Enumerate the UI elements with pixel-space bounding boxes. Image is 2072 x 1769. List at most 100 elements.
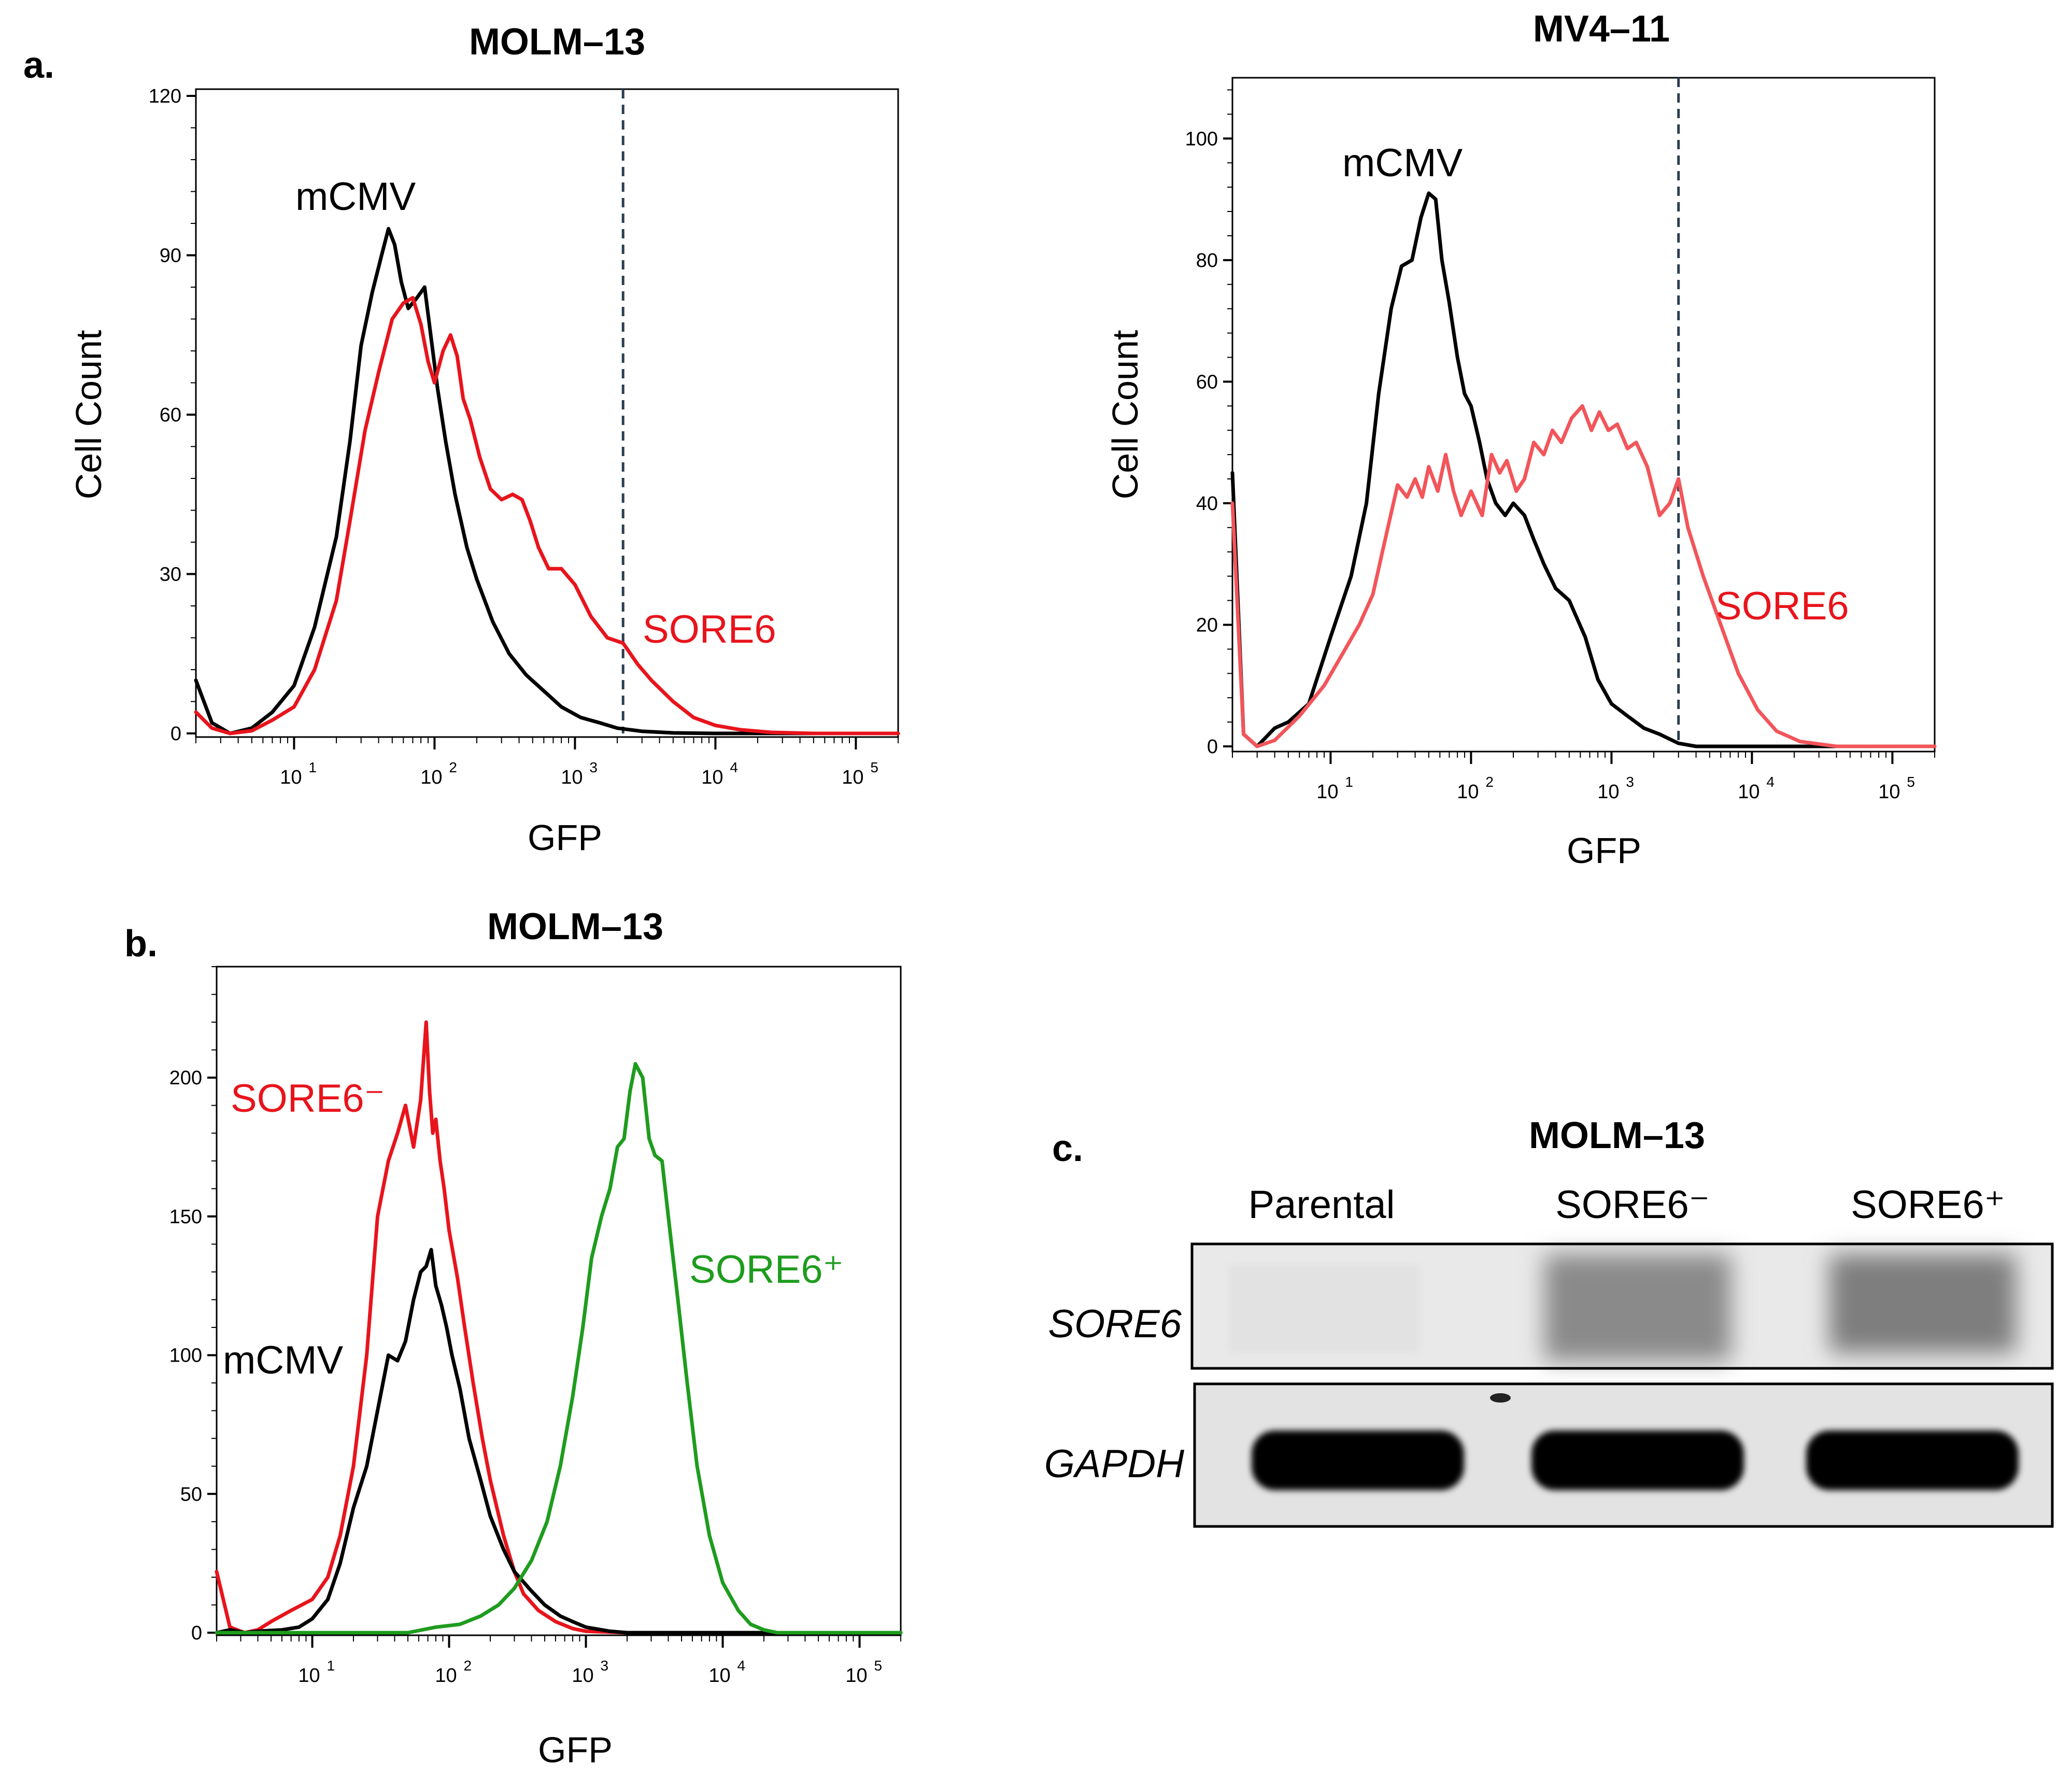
chart-a-left-xlabel: GFP	[528, 817, 602, 858]
x-tick-label: 10	[842, 767, 863, 788]
series-line-1	[215, 1248, 903, 1635]
gel-gapdh-border	[1193, 1382, 2054, 1528]
gel-sore6-band-sore6-neg	[1544, 1254, 1731, 1361]
series-line-1	[194, 296, 900, 735]
gel-lane-label-parental: Parental	[1248, 1183, 1395, 1227]
chart-a-right-sore6-label: SORE6	[1715, 584, 1849, 628]
y-tick-label: 90	[160, 245, 181, 267]
chart-a-right-ylabel: Cell Count	[1105, 330, 1145, 500]
gel-sore6-band-sore6-pos	[1829, 1254, 2016, 1353]
panel-a-right: MV4–11 0 20 40 60 80 100 10 1 10 2 10 3 10 4 10 5 mCMV…	[1105, 8, 1937, 871]
y-tick-label: 0	[171, 723, 181, 745]
chart-a-left-series	[194, 227, 900, 735]
x-tick-exponent: 5	[870, 759, 878, 775]
chart-b-title: MOLM–13	[487, 906, 663, 947]
chart-b-series	[215, 1020, 903, 1635]
gel-gapdh-band-sore6-pos	[1806, 1431, 2019, 1490]
gel-lane-label-sore6-pos: SORE6⁺	[1851, 1183, 2005, 1227]
chart-a-right-x-axis: 10 1 10 2 10 3 10 4 10 5	[1232, 751, 1935, 803]
y-tick-label: 120	[149, 86, 181, 107]
x-tick-exponent: 5	[874, 1658, 883, 1674]
y-tick-label: 30	[160, 564, 181, 586]
gel-gapdh-band-sore6-neg	[1531, 1431, 1744, 1490]
chart-b-xlabel: GFP	[538, 1730, 613, 1769]
y-tick-label: 50	[180, 1483, 202, 1505]
chart-a-left-sore6-label: SORE6	[643, 607, 776, 652]
x-tick-label: 10	[572, 1665, 593, 1687]
gel-gapdh-band-parental	[1252, 1431, 1464, 1490]
x-tick-label: 10	[701, 767, 723, 788]
chart-a-left-x-axis: 10 1 10 2 10 3 10 4 10 5	[195, 736, 899, 788]
panel-c-label: c.	[1052, 1128, 1083, 1169]
chart-a-left-title: MOLM–13	[469, 21, 645, 63]
chart-a-right-series	[1230, 191, 1937, 748]
x-tick-label: 10	[1738, 781, 1759, 803]
x-tick-exponent: 2	[464, 1658, 472, 1674]
gel-lane-label-sore6-neg: SORE6⁻	[1555, 1183, 1710, 1227]
x-tick-label: 10	[298, 1665, 320, 1687]
x-tick-exponent: 1	[1345, 774, 1353, 790]
chart-a-right-title: MV4–11	[1533, 8, 1670, 50]
chart-b-sore6-pos-label: SORE6⁺	[689, 1248, 844, 1292]
x-tick-exponent: 2	[1485, 774, 1494, 790]
x-tick-label: 10	[1597, 781, 1619, 803]
x-tick-label: 10	[708, 1665, 730, 1687]
gel-sore6-band-parental	[1228, 1265, 1420, 1353]
x-tick-exponent: 4	[730, 759, 738, 775]
x-tick-exponent: 2	[449, 759, 457, 775]
y-tick-label: 60	[160, 404, 181, 426]
x-tick-label: 10	[420, 767, 442, 788]
y-tick-label: 20	[1196, 614, 1218, 636]
y-tick-label: 150	[169, 1206, 202, 1228]
chart-b-x-axis: 10 1 10 2 10 3 10 4 10 5	[216, 1634, 901, 1687]
chart-a-right-mcmv-label: mCMV	[1342, 141, 1463, 185]
x-tick-exponent: 5	[1907, 774, 1915, 790]
series-line-1	[1230, 404, 1937, 748]
gel-gapdh-artifact	[1490, 1393, 1511, 1403]
x-tick-exponent: 4	[737, 1658, 746, 1674]
x-tick-exponent: 4	[1766, 774, 1775, 790]
panel-a-label: a.	[23, 45, 54, 86]
y-tick-label: 60	[1196, 371, 1218, 393]
chart-a-right-xlabel: GFP	[1567, 830, 1641, 871]
x-tick-label: 10	[280, 767, 302, 788]
chart-b-frame	[216, 966, 902, 1636]
x-tick-exponent: 1	[327, 1658, 335, 1674]
chart-a-left-ylabel: Cell Count	[68, 330, 109, 500]
x-tick-exponent: 3	[1626, 774, 1634, 790]
y-tick-label: 40	[1196, 493, 1218, 515]
gel-sore6-border	[1190, 1242, 2054, 1370]
series-line-0	[1230, 191, 1937, 748]
chart-b-mcmv-label: mCMV	[223, 1338, 344, 1382]
chart-a-left-mcmv-label: mCMV	[295, 175, 416, 219]
y-tick-label: 0	[191, 1622, 202, 1644]
x-tick-label: 10	[1457, 781, 1479, 803]
x-tick-exponent: 3	[601, 1658, 609, 1674]
x-tick-label: 10	[561, 767, 583, 788]
panel-b-label: b.	[124, 923, 158, 965]
x-tick-label: 10	[1878, 781, 1900, 803]
series-line-2	[215, 1062, 903, 1635]
chart-b-sore6-neg-label: SORE6⁻	[231, 1077, 385, 1121]
chart-a-right-y-axis: 0 20 40 60 80 100	[1185, 78, 1233, 758]
y-tick-label: 0	[1207, 736, 1218, 758]
y-tick-label: 80	[1196, 250, 1218, 272]
series-line-0	[194, 227, 900, 735]
chart-b-y-axis: 0 50 100 150 200	[169, 966, 218, 1644]
x-tick-label: 10	[845, 1665, 867, 1687]
gel-gene-label-sore6: SORE6	[1048, 1302, 1182, 1346]
x-tick-label: 10	[1316, 781, 1338, 803]
panel-a-left: a. MOLM–13 0 30 60 90 120 10 1 10 2 10 3 10 4 10 5 mC…	[23, 21, 900, 858]
chart-a-left-y-axis: 0 30 60 90 120	[149, 86, 197, 745]
gel-title: MOLM–13	[1529, 1115, 1705, 1156]
gel-gene-label-gapdh: GAPDH	[1044, 1442, 1184, 1486]
y-tick-label: 200	[169, 1067, 202, 1089]
y-tick-label: 100	[1185, 128, 1218, 150]
series-line-0	[215, 1020, 903, 1635]
y-tick-label: 100	[169, 1345, 202, 1367]
panel-c: c. MOLM–13 Parental SORE6⁻ SORE6⁺ SORE6 …	[1044, 1115, 2054, 1528]
chart-a-right-frame	[1231, 77, 1936, 753]
x-tick-exponent: 1	[308, 759, 317, 775]
